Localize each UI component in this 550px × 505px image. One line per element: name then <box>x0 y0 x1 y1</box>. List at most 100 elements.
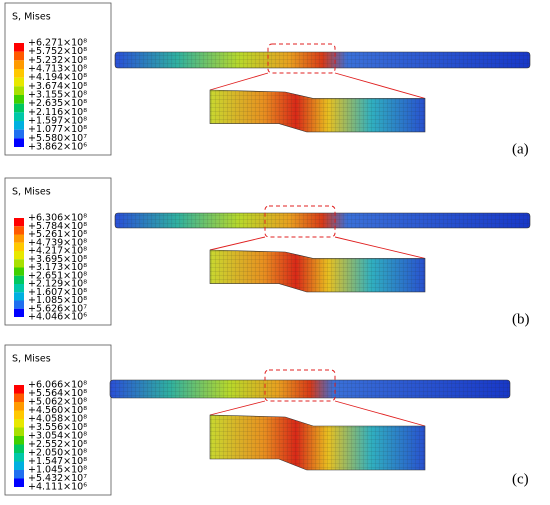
legend-swatch <box>14 436 24 445</box>
panel-tag: (a) <box>512 141 529 157</box>
legend-swatch <box>14 86 24 95</box>
legend-title: S, Mises <box>12 187 51 198</box>
legend-swatch <box>14 478 24 487</box>
panel: S, Mises+6.271×10⁸+5.752×10⁸+5.232×10⁸+4… <box>4 2 531 157</box>
legend-swatch <box>14 121 24 130</box>
legend-label: +1.077×10⁸ <box>28 124 87 135</box>
legend-label: +2.635×10⁸ <box>28 98 87 109</box>
legend-swatch <box>14 419 24 428</box>
zoom-line <box>209 236 266 251</box>
legend-label: +3.556×10⁸ <box>28 422 87 433</box>
legend-swatch <box>14 226 24 235</box>
zoom-box <box>264 205 336 238</box>
legend-swatch <box>14 402 24 411</box>
zoom-box <box>267 43 336 74</box>
legend-swatch <box>14 112 24 121</box>
legend-swatch <box>14 410 24 419</box>
legend-label: +6.271×10⁸ <box>28 38 87 49</box>
zoom-line <box>334 72 426 99</box>
legend-label: +5.432×10⁷ <box>28 473 87 484</box>
legend-swatch <box>14 259 24 268</box>
legend-swatch <box>14 453 24 462</box>
legend-swatch <box>14 129 24 139</box>
legend-title: S, Mises <box>12 354 51 365</box>
legend-label: +1.597×10⁸ <box>28 116 87 127</box>
legend-swatch <box>14 103 24 113</box>
legend-label: +2.050×10⁸ <box>28 448 87 459</box>
legend-swatch <box>14 444 24 453</box>
legend-label: +5.626×10⁷ <box>28 303 87 314</box>
zoom-mesh <box>210 415 425 470</box>
legend-swatch <box>14 218 24 227</box>
legend-label: +5.261×10⁸ <box>28 229 87 240</box>
legend-label: +3.862×10⁶ <box>28 142 87 153</box>
legend-swatch <box>14 234 24 243</box>
legend-label: +6.306×10⁸ <box>28 213 87 224</box>
legend-label: +4.713×10⁸ <box>28 64 87 75</box>
legend-label: +1.045×10⁸ <box>28 465 87 476</box>
legend-label: +4.111×10⁶ <box>28 482 87 493</box>
legend-label: +3.054×10⁸ <box>28 431 87 442</box>
pipe-mesh <box>115 213 530 228</box>
legend-swatch <box>14 138 24 147</box>
panel: S, Mises+6.306×10⁸+5.784×10⁸+5.261×10⁸+4… <box>4 177 531 327</box>
legend-swatch <box>14 69 24 78</box>
panel: S, Mises+6.066×10⁸+5.564×10⁸+5.062×10⁸+4… <box>4 344 529 496</box>
zoom-mesh <box>210 90 425 132</box>
pipe-mesh <box>115 52 530 68</box>
legend-label: +5.232×10⁸ <box>28 55 87 66</box>
zoom-line <box>334 400 426 427</box>
legend-label: +3.155×10⁸ <box>28 90 87 101</box>
zoom-line <box>334 236 426 259</box>
legend-label: +2.651×10⁸ <box>28 270 87 281</box>
zoom-mesh <box>210 250 425 292</box>
legend-label: +5.784×10⁸ <box>28 221 87 232</box>
legend-label: +4.194×10⁸ <box>28 72 87 83</box>
panel-tag: (c) <box>512 471 529 487</box>
legend-label: +3.695×10⁸ <box>28 254 87 265</box>
legend-swatch <box>14 60 24 69</box>
legend-label: +2.552×10⁸ <box>28 439 87 450</box>
legend-label: +5.752×10⁸ <box>28 46 87 57</box>
legend-swatch <box>14 393 24 402</box>
legend-label: +4.046×10⁶ <box>28 312 87 323</box>
legend-label: +4.739×10⁸ <box>28 237 87 248</box>
legend-swatch <box>14 461 24 470</box>
legend-label: +1.085×10⁸ <box>28 295 87 306</box>
legend-swatch <box>14 308 24 317</box>
legend-label: +4.058×10⁸ <box>28 414 87 425</box>
legend-label: +1.547×10⁸ <box>28 456 87 467</box>
legend-swatch <box>14 267 24 276</box>
zoom-box <box>264 369 336 402</box>
legend-label: +4.217×10⁸ <box>28 246 87 257</box>
legend-swatch <box>14 43 24 52</box>
legend-swatch <box>14 251 24 260</box>
panel-tag: (b) <box>512 311 530 327</box>
legend-swatch <box>14 242 24 251</box>
legend-label: +4.560×10⁸ <box>28 405 87 416</box>
legend-label: +3.674×10⁸ <box>28 81 87 92</box>
legend-swatch <box>14 300 24 309</box>
legend-swatch <box>14 292 24 301</box>
legend-label: +6.066×10⁸ <box>28 380 87 391</box>
zoom-line <box>209 72 269 91</box>
legend-label: +3.173×10⁸ <box>28 262 87 273</box>
legend-label: +1.607×10⁸ <box>28 287 87 298</box>
legend-label: +5.580×10⁷ <box>28 133 87 144</box>
legend-swatch <box>14 385 24 394</box>
legend-swatch <box>14 51 24 61</box>
legend-label: +2.129×10⁸ <box>28 279 87 290</box>
legend-swatch <box>14 284 24 293</box>
legend-swatch <box>14 427 24 436</box>
legend-label: +2.116×10⁸ <box>28 107 87 118</box>
legend-swatch <box>14 77 24 87</box>
legend-label: +5.062×10⁸ <box>28 397 87 408</box>
legend-label: +5.564×10⁸ <box>28 388 87 399</box>
legend-title: S, Mises <box>12 12 51 23</box>
legend-swatch <box>14 95 24 104</box>
legend-swatch <box>14 470 24 479</box>
pipe-mesh <box>110 380 510 398</box>
zoom-line <box>209 400 266 416</box>
legend-swatch <box>14 275 24 284</box>
